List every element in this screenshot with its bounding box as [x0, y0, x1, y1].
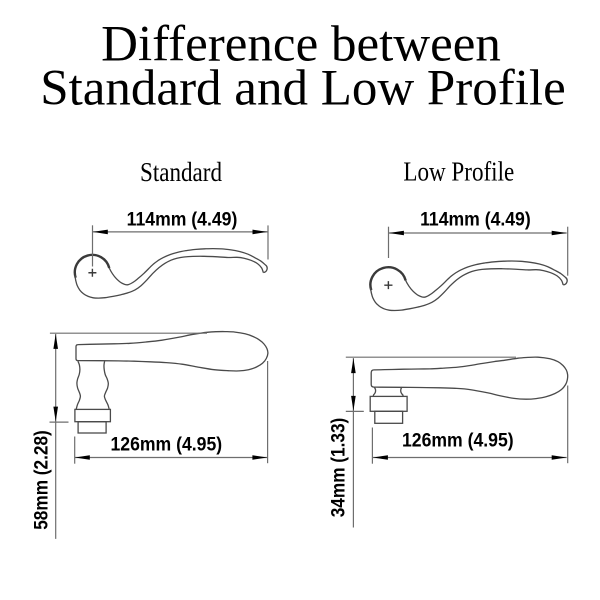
- svg-text:Low Profile: Low Profile: [403, 157, 514, 187]
- svg-text:Difference between: Difference between: [101, 17, 501, 73]
- svg-text:114mm (4.49): 114mm (4.49): [420, 207, 531, 229]
- svg-text:126mm (4.95): 126mm (4.95): [110, 433, 222, 455]
- svg-text:114mm (4.49): 114mm (4.49): [127, 208, 238, 230]
- svg-text:Standard: Standard: [140, 157, 222, 187]
- svg-text:Standard and Low Profile: Standard and Low Profile: [40, 61, 565, 117]
- svg-text:58mm (2.28): 58mm (2.28): [29, 430, 51, 530]
- svg-text:126mm (4.95): 126mm (4.95): [402, 428, 514, 450]
- svg-text:34mm (1.33): 34mm (1.33): [326, 418, 348, 518]
